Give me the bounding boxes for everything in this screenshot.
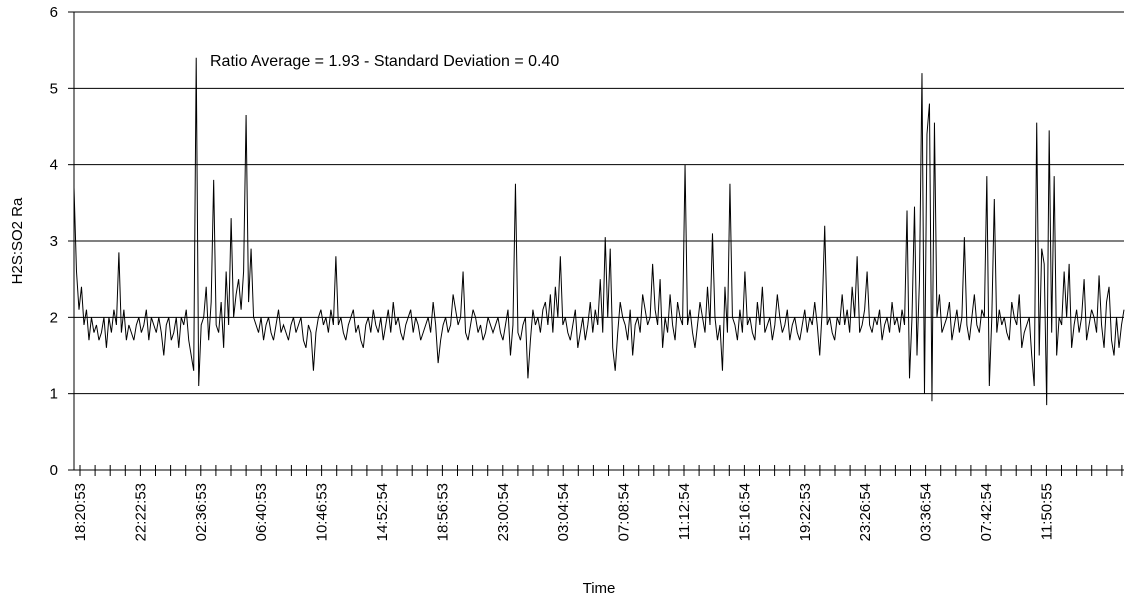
y-tick-label: 6 (50, 4, 58, 21)
x-tick-label: 23:00:54 (495, 483, 512, 541)
x-tick-label: 15:16:54 (736, 483, 753, 541)
y-tick-label: 3 (50, 233, 58, 250)
x-tick-label: 07:08:54 (616, 483, 633, 541)
series-line-h2s-so2-ratio (73, 57, 1125, 406)
gridlines (68, 11, 1124, 471)
x-axis-tick-labels: 18:20:53 22:22:53 02:36:53 06:40:53 10:46:53… (72, 483, 1055, 541)
x-tick-label: 03:04:54 (555, 483, 572, 541)
x-tick-label: 23:26:54 (857, 483, 874, 541)
series-layer (73, 57, 1125, 406)
x-tick-label: 18:20:53 (72, 483, 89, 541)
x-axis-title: Time (583, 580, 616, 597)
y-tick-label: 5 (50, 80, 58, 97)
x-tick-label: 18:56:53 (434, 483, 451, 541)
x-tick-label: 03:36:54 (918, 483, 935, 541)
x-tick-label: 11:50:55 (1038, 483, 1055, 540)
x-tick-label: 07:42:54 (978, 483, 995, 541)
x-tick-label: 02:36:53 (193, 483, 210, 541)
stats-annotation: Ratio Average = 1.93 - Standard Deviatio… (210, 53, 559, 70)
x-tick-label: 10:46:53 (314, 483, 331, 541)
y-tick-label: 2 (50, 309, 58, 326)
y-tick-label: 1 (50, 386, 58, 403)
y-tick-label: 0 (50, 462, 58, 479)
x-tick-label: 11:12:54 (676, 483, 693, 540)
x-tick-label: 06:40:53 (253, 483, 270, 541)
x-tick-label: 19:22:53 (797, 483, 814, 541)
x-tick-label: 14:52:54 (374, 483, 391, 541)
x-tick-label: 22:22:53 (132, 483, 149, 541)
y-axis-tick-labels: 0 1 2 3 4 5 6 (50, 4, 58, 479)
y-tick-label: 4 (50, 157, 58, 174)
y-axis-title: H2S:SO2 Ra (9, 197, 26, 284)
